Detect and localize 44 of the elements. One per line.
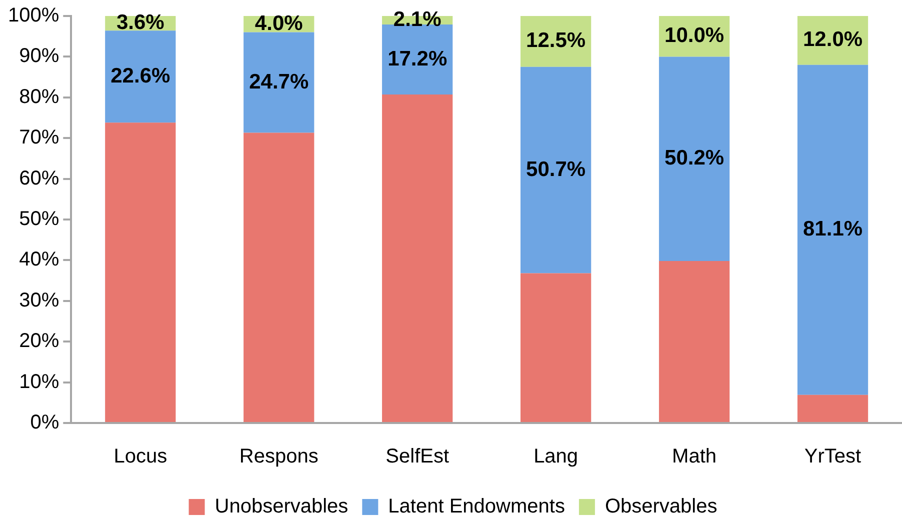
x-tick-label: Respons <box>239 446 318 468</box>
legend-label: Observables <box>604 496 718 518</box>
y-tick-label: 10% <box>19 370 60 393</box>
data-label: 22.6% <box>110 64 170 88</box>
y-tick-label: 20% <box>19 330 60 352</box>
bar <box>797 64 868 395</box>
y-tick-label: 30% <box>19 289 60 312</box>
x-tick-label: Locus <box>114 446 168 468</box>
y-tick-label: 90% <box>19 45 60 68</box>
y-tick-label: 100% <box>8 4 60 27</box>
y-tick-label: 60% <box>19 167 60 190</box>
data-label: 17.2% <box>388 47 448 70</box>
bar <box>105 122 176 422</box>
data-label: 10.0% <box>664 24 724 48</box>
bar <box>658 56 730 262</box>
data-label: 50.2% <box>664 146 724 170</box>
legend-label: Unobservables <box>214 496 348 518</box>
data-label: 81.1% <box>802 218 863 241</box>
data-label: 24.7% <box>249 70 309 94</box>
y-tick-label: 40% <box>19 248 60 271</box>
data-label: 3.6% <box>116 11 165 34</box>
data-label: 2.1% <box>393 8 442 32</box>
data-label: 12.5% <box>526 29 586 52</box>
bar <box>382 24 453 95</box>
y-tick-label: 0% <box>30 412 60 434</box>
x-tick-label: YrTest <box>804 446 862 468</box>
data-label: 4.0% <box>254 12 304 35</box>
y-tick-label: 80% <box>19 86 60 108</box>
x-tick-label: SelfEst <box>386 446 450 468</box>
bar <box>382 94 453 422</box>
bar <box>797 394 868 422</box>
x-tick-label: Math <box>672 446 717 468</box>
y-tick-label: 50% <box>19 208 60 230</box>
bar <box>105 30 176 123</box>
data-label: 12.0% <box>802 28 863 52</box>
y-tick-label: 70% <box>19 126 60 149</box>
legend-label: Latent Endowments <box>388 496 565 518</box>
x-tick-label: Lang <box>534 446 578 468</box>
bar <box>244 132 314 422</box>
bar <box>520 273 592 422</box>
bar <box>244 32 314 133</box>
bar <box>520 66 592 274</box>
bar <box>658 261 730 422</box>
data-label: 50.7% <box>526 158 586 181</box>
